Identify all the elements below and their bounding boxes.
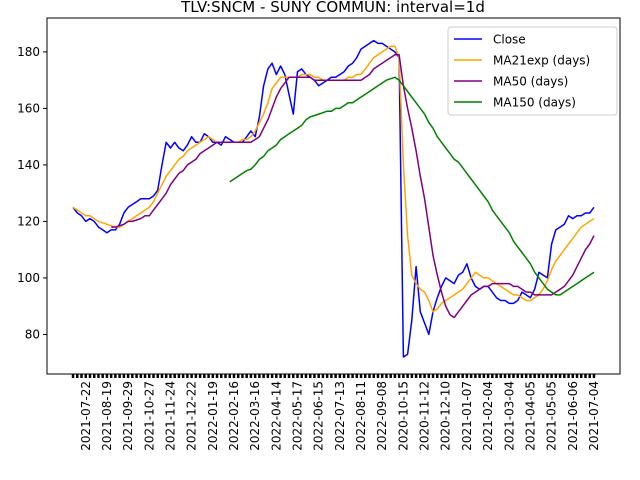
legend-label: MA50 (days)	[493, 75, 568, 89]
x-tick-label: 2021-12-22	[185, 381, 199, 451]
chart-title: TLV:SNCM - SUNY COMMUN: interval=1d	[180, 0, 485, 16]
x-tick-label: 2021-09-29	[121, 381, 135, 451]
x-tick-label: 2021-08-19	[100, 381, 114, 451]
y-tick-label: 120	[17, 214, 40, 228]
x-tick-label: 2022-06-15	[312, 381, 326, 451]
x-tick-label: 2021-06-06	[566, 381, 580, 451]
x-tick-label: 2021-03-04	[502, 381, 516, 451]
x-tick-label: 2022-04-14	[269, 381, 283, 451]
x-tick-label: 2021-07-22	[79, 381, 93, 451]
legend-label: Close	[493, 33, 526, 47]
series-line	[111, 53, 595, 319]
y-tick-label: 160	[17, 101, 40, 115]
series-line	[229, 76, 595, 296]
y-tick-label: 100	[17, 271, 40, 285]
x-tick-label: 2020-12-10	[439, 381, 453, 451]
y-tick-label: 180	[17, 45, 40, 59]
x-tick-label: 2021-02-04	[481, 381, 495, 451]
x-tick-label: 2021-04-05	[523, 381, 537, 451]
x-tick-label: 2021-10-27	[142, 381, 156, 451]
legend-label: MA21exp (days)	[493, 54, 590, 68]
x-tick-label: 2022-09-08	[375, 381, 389, 451]
x-tick-label: 2022-02-16	[227, 381, 241, 451]
x-tick-label: 2022-03-16	[248, 381, 262, 451]
x-tick-label: 2022-08-11	[354, 381, 368, 451]
x-tick-label: 2021-05-05	[545, 381, 559, 451]
legend-box	[447, 26, 618, 116]
x-tick-label: 2021-01-07	[460, 381, 474, 451]
x-tick-label: 2022-01-19	[206, 381, 220, 451]
x-tick-label: 2022-05-17	[291, 381, 305, 451]
x-tick-label: 2022-07-13	[333, 381, 347, 451]
legend-label: MA150 (days)	[493, 96, 576, 110]
plot-frame	[46, 17, 621, 375]
y-tick-label: 140	[17, 158, 40, 172]
x-tick-label: 2020-11-12	[418, 381, 432, 451]
series-line	[72, 39, 595, 358]
x-tick-label: 2021-07-04	[587, 381, 601, 451]
x-tick-label: 2021-11-24	[163, 381, 177, 451]
x-tick-label: 2020-10-15	[396, 381, 410, 451]
y-tick-label: 80	[25, 327, 40, 341]
